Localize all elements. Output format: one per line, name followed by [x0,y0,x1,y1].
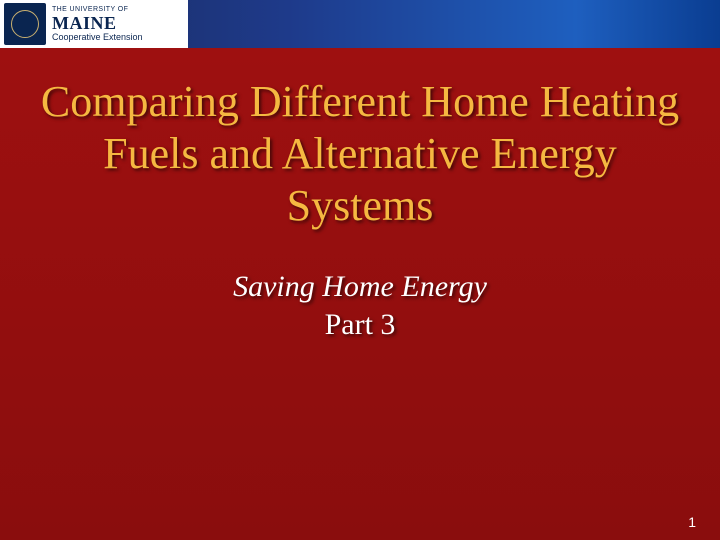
logo-big-line: MAINE [52,14,143,32]
slide-body: Comparing Different Home Heating Fuels a… [0,48,720,540]
slide-title: Comparing Different Home Heating Fuels a… [40,76,680,232]
slide-subtitle: Saving Home Energy Part 3 [40,268,680,343]
logo-text-block: THE UNIVERSITY OF MAINE Cooperative Exte… [52,6,143,42]
subtitle-line-2: Part 3 [40,306,680,344]
header-bar: THE UNIVERSITY OF MAINE Cooperative Exte… [0,0,720,48]
logo-small-line: THE UNIVERSITY OF [52,6,143,13]
logo-sub-line: Cooperative Extension [52,33,143,42]
logo-seal-icon [4,3,46,45]
subtitle-line-1: Saving Home Energy [40,268,680,306]
university-logo: THE UNIVERSITY OF MAINE Cooperative Exte… [0,0,188,48]
page-number: 1 [688,514,696,530]
